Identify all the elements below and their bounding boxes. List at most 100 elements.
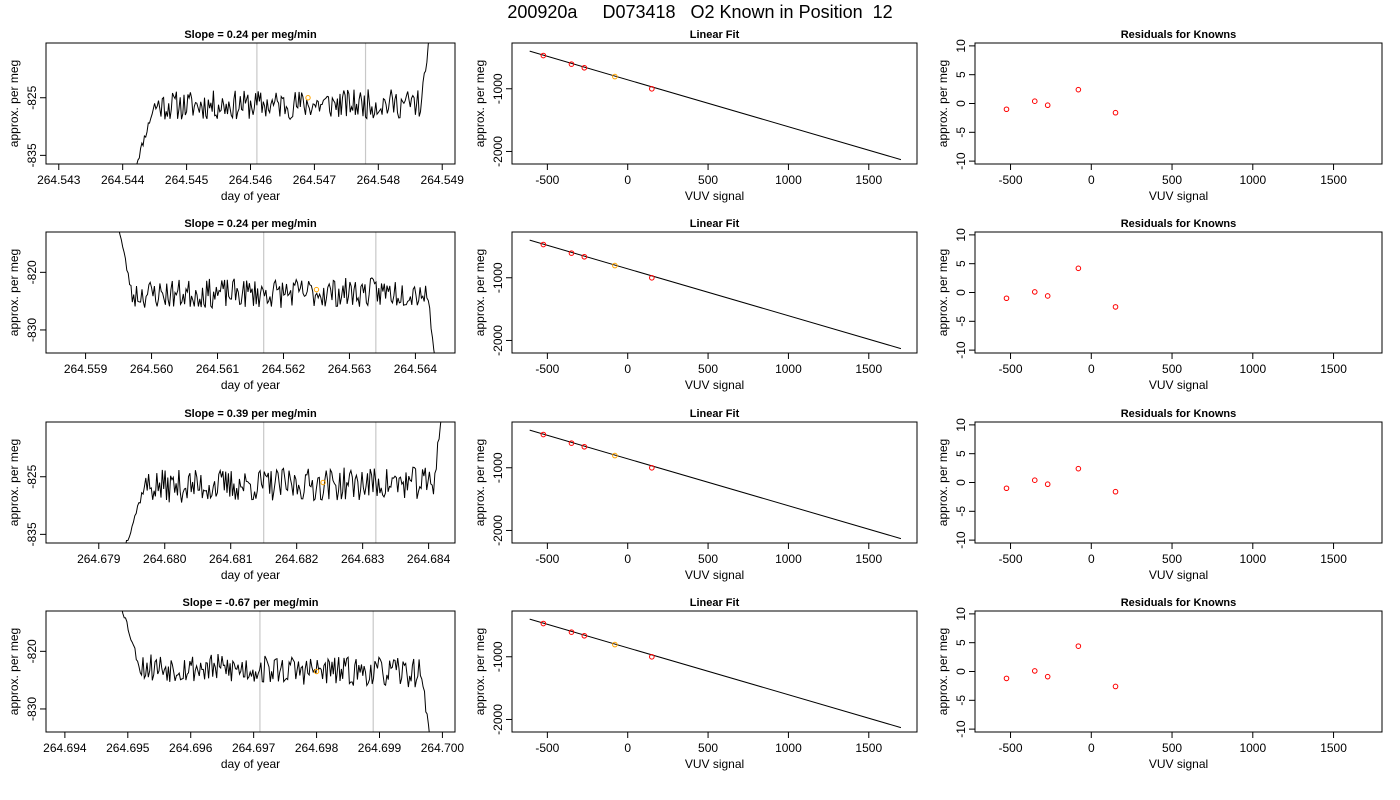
- y-tick-label: -835: [25, 522, 39, 546]
- panel-fit-row1: Linear Fit VUV signal approx. per meg -500 0…: [473, 29, 918, 203]
- page-title: 200920a D073418 O2 Known in Position 12: [507, 2, 893, 22]
- y-tick-label: -2000: [491, 704, 505, 735]
- data-trace: [118, 232, 435, 353]
- fit-point: [649, 85, 655, 92]
- y-tick-label: 0: [954, 668, 968, 675]
- panel-title: Slope = 0.39 per meg/min: [184, 408, 317, 420]
- x-tick-label: 500: [1162, 741, 1182, 755]
- x-tick-label: 264.700: [421, 741, 465, 755]
- fit-line: [529, 429, 902, 540]
- y-axis-label: approx. per meg: [473, 439, 487, 526]
- fit-point: [568, 250, 575, 256]
- x-tick-label: 264.562: [262, 362, 306, 376]
- y-tick-label: -10: [954, 152, 968, 170]
- panel-time-row4: Slope = -0.67 per meg/min day of year appr…: [7, 597, 464, 771]
- y-axis-label: approx. per meg: [473, 60, 487, 147]
- x-tick-label: 0: [624, 173, 631, 187]
- plot-area: [1003, 86, 1119, 116]
- panel-fit-row4: Linear Fit VUV signal approx. per meg -500 0…: [473, 597, 918, 771]
- y-tick-label: -835: [25, 143, 39, 167]
- y-tick-label: -1000: [491, 262, 505, 293]
- y-tick-label: 5: [954, 71, 968, 78]
- y-axis-label: approx. per meg: [7, 60, 21, 147]
- panel-title: Residuals for Knowns: [1121, 408, 1237, 420]
- x-tick-label: 1500: [855, 552, 882, 566]
- x-tick-label: 0: [1088, 362, 1095, 376]
- x-tick-label: 264.560: [130, 362, 174, 376]
- y-axis-label: approx. per meg: [7, 439, 21, 526]
- plot-area: [1003, 643, 1119, 690]
- y-axis-label: approx. per meg: [936, 249, 950, 336]
- x-tick-label: 264.697: [232, 741, 276, 755]
- y-tick-label: 10: [954, 39, 968, 53]
- panel-title: Slope = 0.24 per meg/min: [184, 29, 317, 41]
- residual-point: [1112, 488, 1119, 495]
- x-tick-label: 0: [1088, 173, 1095, 187]
- x-tick-label: 1000: [1239, 173, 1266, 187]
- residual-point: [1044, 102, 1051, 109]
- y-tick-label: 0: [954, 100, 968, 107]
- x-tick-label: 500: [1162, 552, 1182, 566]
- x-axis-label: VUV signal: [1149, 757, 1208, 771]
- x-axis-label: VUV signal: [1149, 189, 1208, 203]
- y-axis-label: approx. per meg: [7, 249, 21, 336]
- y-tick-label: 10: [954, 418, 968, 432]
- fit-point: [568, 61, 575, 67]
- panel-title: Linear Fit: [690, 597, 740, 609]
- x-tick-label: 500: [698, 362, 718, 376]
- y-tick-label: -830: [25, 697, 39, 721]
- x-tick-label: -500: [999, 741, 1023, 755]
- residual-point: [1003, 485, 1010, 492]
- plot-area: [529, 429, 902, 540]
- x-tick-label: -500: [999, 362, 1023, 376]
- x-tick-label: 264.694: [43, 741, 87, 755]
- y-axis-label: approx. per meg: [936, 628, 950, 715]
- panel-time-row1: Slope = 0.24 per meg/min day of year appro…: [7, 29, 464, 203]
- residual-point: [1044, 293, 1051, 299]
- panel-title: Residuals for Knowns: [1121, 29, 1237, 41]
- fit-point: [581, 632, 588, 639]
- plot-area: [529, 618, 902, 729]
- y-axis-label: approx. per meg: [473, 249, 487, 336]
- y-tick-label: -1000: [491, 73, 505, 104]
- x-tick-label: 264.546: [229, 173, 273, 187]
- y-tick-label: -5: [954, 506, 968, 517]
- data-trace: [121, 611, 430, 732]
- x-tick-label: 264.695: [106, 741, 150, 755]
- fit-line: [529, 50, 902, 161]
- x-tick-label: -500: [535, 362, 559, 376]
- plot-area: [1003, 265, 1119, 310]
- y-axis-label: approx. per meg: [473, 628, 487, 715]
- x-tick-label: 1500: [855, 741, 882, 755]
- x-axis-label: VUV signal: [685, 378, 744, 392]
- plot-frame: [511, 421, 918, 544]
- residual-point: [1075, 643, 1082, 649]
- x-tick-label: 264.683: [341, 552, 385, 566]
- x-tick-label: 264.549: [421, 173, 465, 187]
- x-tick-label: 1000: [1239, 741, 1266, 755]
- fit-line: [529, 239, 902, 350]
- panel-time-row2: Slope = 0.24 per meg/min day of year appro…: [7, 218, 456, 392]
- residual-point: [1003, 106, 1010, 113]
- x-tick-label: 264.696: [169, 741, 213, 755]
- x-tick-label: 264.559: [64, 362, 108, 376]
- residual-point: [1075, 265, 1082, 272]
- x-axis-label: VUV signal: [1149, 568, 1208, 582]
- data-trace: [125, 422, 442, 543]
- y-tick-label: -830: [25, 318, 39, 342]
- panel-title: Residuals for Knowns: [1121, 597, 1237, 609]
- y-tick-label: -5: [954, 127, 968, 138]
- fit-point: [612, 73, 618, 80]
- y-tick-label: -2000: [491, 325, 505, 356]
- x-tick-label: 264.561: [196, 362, 240, 376]
- x-axis-label: day of year: [221, 757, 280, 771]
- fit-point: [540, 241, 547, 248]
- x-tick-label: 0: [624, 741, 631, 755]
- plot-frame: [45, 610, 456, 733]
- x-axis-label: VUV signal: [685, 568, 744, 582]
- fit-point: [649, 653, 655, 660]
- x-tick-label: 264.547: [293, 173, 337, 187]
- residual-point: [1031, 668, 1038, 674]
- x-tick-label: 1500: [1320, 362, 1347, 376]
